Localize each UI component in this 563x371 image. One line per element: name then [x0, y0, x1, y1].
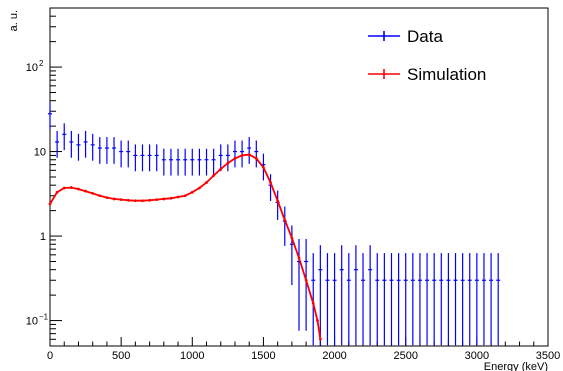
legend-label-data: Data	[407, 27, 443, 46]
simulation-point	[318, 337, 322, 341]
simulation-line	[49, 153, 322, 340]
legend: Data Simulation	[368, 27, 486, 84]
simulation-point	[311, 301, 315, 305]
simulation-point	[148, 198, 152, 202]
simulation-point	[240, 154, 244, 157]
simulation-point	[219, 167, 223, 171]
x-tick-label: 1500	[251, 350, 275, 362]
simulation-point	[205, 181, 208, 184]
simulation-point	[55, 190, 59, 194]
simulation-point	[141, 199, 144, 203]
series-layer	[48, 102, 501, 346]
y-tick-label: 1	[40, 231, 46, 243]
simulation-point	[169, 196, 173, 200]
x-tick-label: 0	[47, 350, 53, 362]
simulation-point	[48, 202, 52, 206]
simulation-point	[84, 189, 87, 193]
y-tick-label: 10	[26, 316, 38, 328]
x-tick-label: 3500	[536, 350, 560, 362]
simulation-point	[98, 194, 102, 198]
x-tick-label: 1000	[180, 350, 204, 362]
simulation-point	[283, 218, 287, 222]
simulation-point	[226, 161, 230, 165]
simulation-point	[91, 191, 95, 195]
simulation-point	[290, 236, 294, 240]
simulation-point	[198, 186, 201, 190]
simulation-point	[162, 197, 166, 201]
y-tick-exponent: −1	[39, 313, 49, 322]
x-tick-label: 3000	[465, 350, 489, 362]
simulation-point	[262, 165, 265, 169]
series-simulation	[48, 153, 322, 341]
simulation-point	[269, 181, 272, 184]
simulation-point	[190, 190, 194, 194]
simulation-point	[233, 157, 237, 160]
legend-label-simulation: Simulation	[407, 65, 486, 84]
y-tick-label: 10	[26, 62, 38, 74]
simulation-point	[297, 256, 301, 260]
simulation-point	[155, 198, 159, 202]
x-tick-label: 2500	[393, 350, 417, 362]
y-axis-label: a. u.	[8, 10, 20, 31]
simulation-point	[105, 196, 109, 200]
x-tick-label: 500	[112, 350, 130, 362]
simulation-point	[77, 187, 80, 191]
simulation-point	[316, 319, 319, 322]
series-data	[48, 102, 501, 346]
simulation-point	[176, 195, 180, 199]
simulation-point	[69, 186, 73, 189]
simulation-point	[112, 197, 116, 201]
simulation-point	[247, 153, 251, 157]
simulation-point	[304, 278, 308, 282]
y-tick-label: 10	[34, 147, 46, 159]
x-tick-label: 2000	[322, 350, 346, 362]
y-tick-exponent: 2	[39, 59, 44, 68]
x-axis-label: Energy (keV)	[484, 361, 548, 371]
simulation-point	[183, 194, 187, 198]
simulation-point	[126, 198, 130, 202]
simulation-point	[254, 157, 258, 160]
simulation-point	[119, 198, 123, 202]
x-axis: 0 500 1000 1500 2000 2500 3000 3500	[47, 337, 560, 362]
simulation-point	[133, 199, 137, 203]
simulation-point	[276, 199, 280, 203]
simulation-point	[212, 174, 216, 177]
simulation-point	[62, 186, 66, 190]
